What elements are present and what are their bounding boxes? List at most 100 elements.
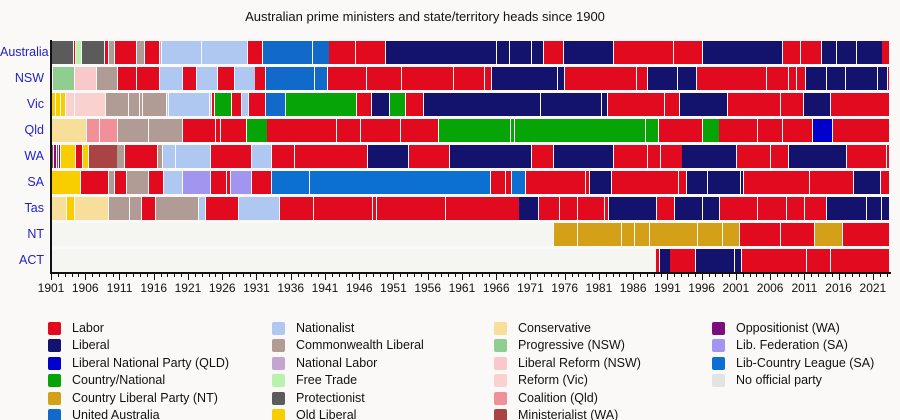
x-axis-minor-tick xyxy=(653,274,655,277)
legend-label-old_liberal: Old Liberal xyxy=(296,408,357,420)
timeline-segment xyxy=(155,197,199,220)
timeline-segment xyxy=(697,223,722,246)
timeline-segment xyxy=(372,197,377,220)
legend-label-ministerialist_wa: Ministerialist (WA) xyxy=(518,408,619,420)
x-axis-minor-tick xyxy=(523,274,525,277)
x-axis-minor-tick xyxy=(201,274,203,277)
x-axis-minor-tick xyxy=(78,274,80,277)
timeline-segment xyxy=(272,171,310,194)
x-axis-minor-tick xyxy=(98,274,100,277)
timeline-segment xyxy=(635,223,650,246)
timeline-segment xyxy=(88,145,117,168)
x-axis-minor-tick xyxy=(181,274,183,277)
timeline-segment xyxy=(66,93,75,116)
timeline-segment xyxy=(231,93,242,116)
timeline-segment xyxy=(526,171,585,194)
x-axis-minor-tick xyxy=(235,274,237,277)
timeline-segment xyxy=(577,223,622,246)
x-axis-minor-tick xyxy=(708,274,710,277)
x-axis-minor-tick xyxy=(71,274,73,277)
timeline-segment xyxy=(648,67,677,90)
x-axis-minor-tick xyxy=(448,274,450,277)
x-axis-minor-tick xyxy=(249,274,251,277)
timeline-segment xyxy=(622,223,635,246)
row-label-australia: Australia xyxy=(0,45,49,59)
timeline-segment xyxy=(206,197,239,220)
x-axis-minor-tick xyxy=(790,274,792,277)
timeline-segment xyxy=(788,145,846,168)
timeline-segment xyxy=(677,67,696,90)
timeline-segment xyxy=(314,197,372,220)
timeline-segment xyxy=(74,93,105,116)
timeline-segment xyxy=(553,223,577,246)
timeline-segment xyxy=(675,197,703,220)
timeline-segment xyxy=(266,93,285,116)
legend-swatch-clp_nt xyxy=(48,391,61,405)
legend-swatch-liberal_reform_nsw xyxy=(494,356,507,370)
x-axis-minor-tick xyxy=(146,274,148,277)
timeline-segment xyxy=(740,223,781,246)
timeline-segment xyxy=(741,171,744,194)
timeline-segment xyxy=(115,171,127,194)
x-axis-major-tick xyxy=(393,274,395,280)
timeline-segment xyxy=(604,197,608,220)
x-axis-minor-tick xyxy=(64,274,66,277)
timeline-segment xyxy=(606,145,614,168)
row-label-sa: SA xyxy=(27,175,44,189)
x-axis-line xyxy=(50,272,891,274)
timeline-segment xyxy=(809,171,853,194)
x-axis-minor-tick xyxy=(345,274,347,277)
legend-swatch-protectionist xyxy=(272,391,285,405)
x-axis-minor-tick xyxy=(660,274,662,277)
row-label-nt: NT xyxy=(27,227,44,241)
timeline-segment xyxy=(833,119,890,142)
x-axis-minor-tick xyxy=(626,274,628,277)
x-axis-minor-tick xyxy=(550,274,552,277)
timeline-segment xyxy=(650,223,697,246)
timeline-segment xyxy=(355,41,386,64)
timeline-segment xyxy=(613,41,673,64)
timeline-segment xyxy=(183,67,194,90)
x-axis-minor-tick xyxy=(338,274,340,277)
timeline-segment xyxy=(255,67,266,90)
y-axis-line xyxy=(50,40,52,273)
timeline-segment xyxy=(210,171,226,194)
x-axis-major-tick xyxy=(222,274,224,280)
x-axis-minor-tick xyxy=(585,274,587,277)
timeline-segment xyxy=(51,249,656,272)
x-axis-minor-tick xyxy=(681,274,683,277)
timeline-segment xyxy=(136,67,159,90)
timeline-segment xyxy=(439,119,511,142)
timeline-segment xyxy=(846,145,886,168)
legend-label-labor: Labor xyxy=(72,321,104,335)
timeline-segment xyxy=(490,171,505,194)
timeline-segment xyxy=(734,249,741,272)
x-axis-minor-tick xyxy=(215,274,217,277)
x-axis-tick-label: 1986 xyxy=(619,281,647,295)
timeline-segment xyxy=(248,93,266,116)
timeline-segment xyxy=(543,41,563,64)
timeline-segment xyxy=(51,197,66,220)
timeline-segment xyxy=(329,41,355,64)
timeline-segment xyxy=(800,41,821,64)
timeline-segment xyxy=(881,197,890,220)
timeline-segment xyxy=(757,119,783,142)
x-axis-tick-label: 1981 xyxy=(585,281,613,295)
timeline-segment xyxy=(148,171,164,194)
timeline-segment xyxy=(214,93,231,116)
x-axis-tick-label: 1926 xyxy=(208,281,236,295)
timeline-segment xyxy=(821,41,836,64)
timeline-segment xyxy=(664,93,679,116)
x-axis-tick-label: 1911 xyxy=(106,281,133,295)
timeline-segment xyxy=(492,67,557,90)
x-axis-minor-tick xyxy=(297,274,299,277)
x-axis-major-tick xyxy=(872,274,874,280)
x-axis-minor-tick xyxy=(879,274,881,277)
legend-label-free_trade: Free Trade xyxy=(296,373,358,388)
timeline-segment xyxy=(51,41,73,64)
timeline-segment xyxy=(577,197,604,220)
timeline-segment xyxy=(148,119,182,142)
x-axis-minor-tick xyxy=(571,274,573,277)
timeline-segment xyxy=(659,119,703,142)
timeline-segment xyxy=(159,41,161,64)
